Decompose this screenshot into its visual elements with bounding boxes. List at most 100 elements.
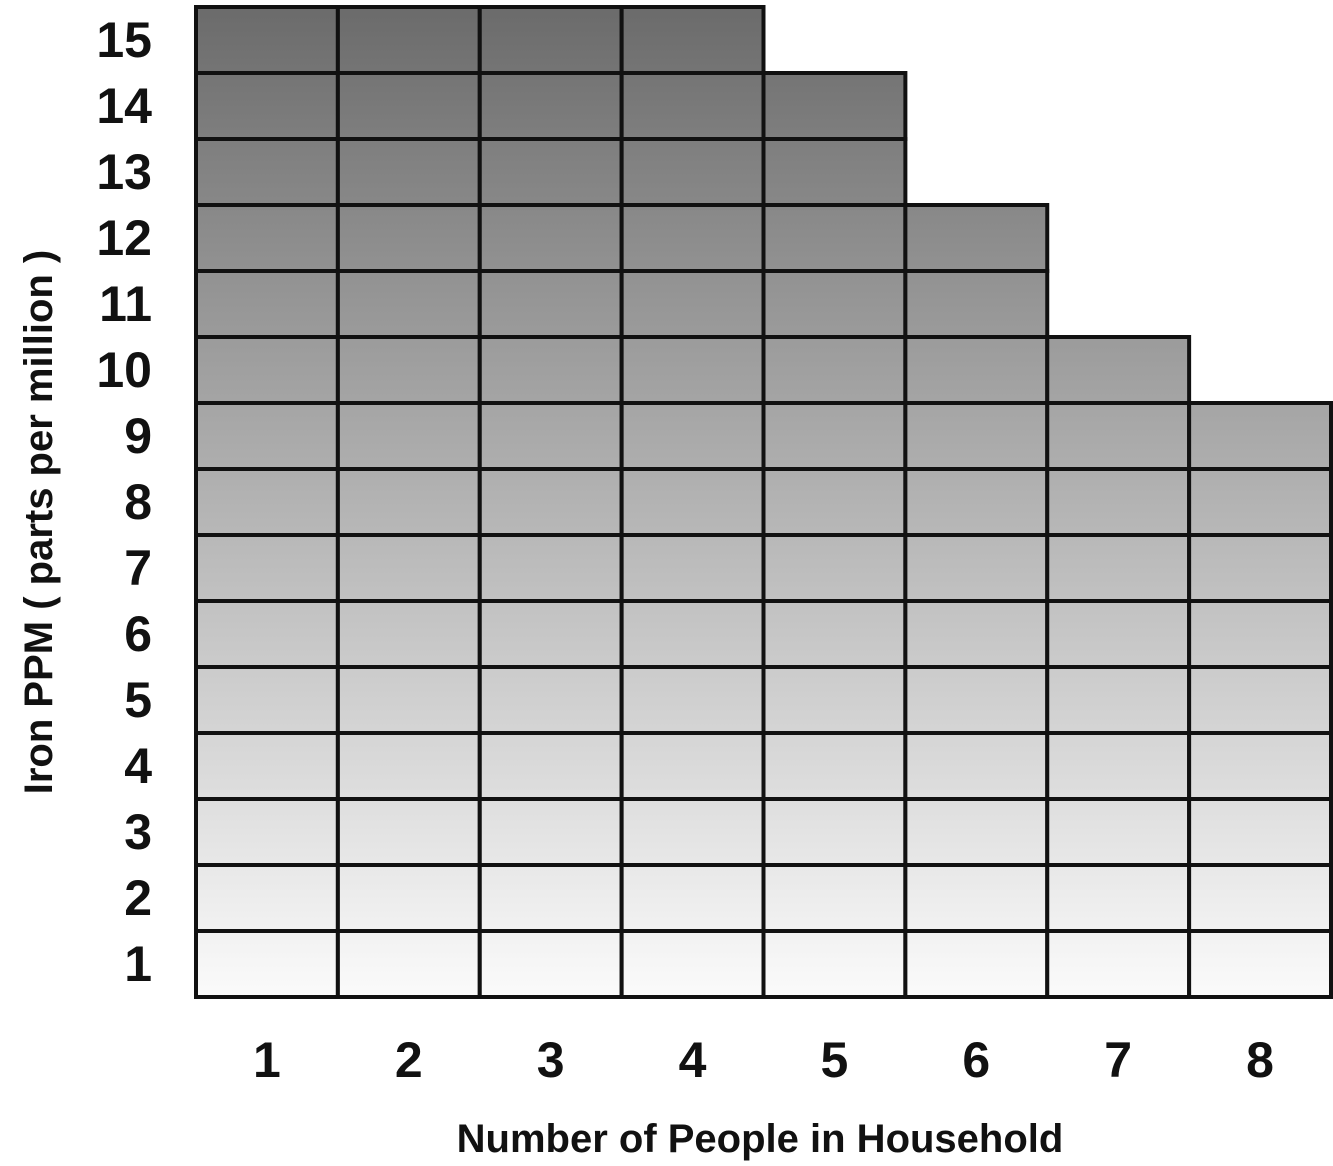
x-tick-label: 2 [395,1032,423,1088]
cell-people-2-ppm-12 [335,203,482,273]
cell-people-8-ppm-2 [1187,863,1333,933]
cell-people-5-ppm-11 [761,269,908,339]
cell-people-7-ppm-1 [1045,929,1192,999]
x-tick-label: 1 [253,1032,281,1088]
cell-people-4-ppm-1 [619,929,766,999]
cell-people-8-ppm-6 [1187,599,1333,669]
x-axis-title: Number of People in Household [457,1117,1064,1161]
cell-people-6-ppm-5 [903,665,1050,735]
cell-people-4-ppm-2 [619,863,766,933]
cell-people-3-ppm-12 [477,203,624,273]
cell-people-6-ppm-12 [903,203,1050,273]
cell-people-4-ppm-7 [619,533,766,603]
cell-people-6-ppm-9 [903,401,1050,471]
cell-people-1-ppm-7 [194,533,340,603]
cell-people-5-ppm-8 [761,467,908,537]
cell-people-4-ppm-3 [619,797,766,867]
x-tick-label: 3 [537,1032,565,1088]
cell-people-1-ppm-12 [194,203,340,273]
cell-people-6-ppm-3 [903,797,1050,867]
cell-people-1-ppm-9 [194,401,340,471]
cell-people-6-ppm-4 [903,731,1050,801]
cell-people-2-ppm-5 [335,665,482,735]
cell-people-1-ppm-11 [194,269,340,339]
y-tick-label: 14 [96,78,152,134]
cell-people-1-ppm-5 [194,665,340,735]
cell-people-3-ppm-13 [477,137,624,207]
cell-people-4-ppm-5 [619,665,766,735]
x-tick-labels: 1 2 3 4 5 6 7 8 [253,1032,1274,1088]
cell-people-8-ppm-7 [1187,533,1333,603]
y-tick-label: 12 [96,210,152,266]
y-tick-label: 9 [124,408,152,464]
cell-people-1-ppm-13 [194,137,340,207]
y-tick-label: 2 [124,870,152,926]
cell-people-1-ppm-3 [194,797,340,867]
cell-people-3-ppm-5 [477,665,624,735]
cell-people-1-ppm-4 [194,731,340,801]
cell-people-4-ppm-8 [619,467,766,537]
cell-people-7-ppm-9 [1045,401,1192,471]
cell-people-3-ppm-1 [477,929,624,999]
cell-people-5-ppm-13 [761,137,908,207]
cell-people-8-ppm-3 [1187,797,1333,867]
cell-people-5-ppm-1 [761,929,908,999]
cell-people-2-ppm-11 [335,269,482,339]
y-tick-label: 1 [124,936,152,992]
cell-people-7-ppm-3 [1045,797,1192,867]
cell-people-5-ppm-9 [761,401,908,471]
cell-people-7-ppm-7 [1045,533,1192,603]
cell-people-5-ppm-12 [761,203,908,273]
cells-layer [194,5,1333,999]
y-tick-label: 15 [96,12,152,68]
cell-people-5-ppm-10 [761,335,908,405]
cell-people-2-ppm-10 [335,335,482,405]
cell-people-5-ppm-3 [761,797,908,867]
cell-people-1-ppm-14 [194,71,340,141]
cell-people-1-ppm-1 [194,929,340,999]
y-tick-label: 13 [96,144,152,200]
cell-people-3-ppm-15 [477,5,624,75]
cell-people-4-ppm-10 [619,335,766,405]
cell-people-3-ppm-14 [477,71,624,141]
cell-people-2-ppm-1 [335,929,482,999]
y-tick-label: 8 [124,474,152,530]
cell-people-5-ppm-2 [761,863,908,933]
cell-people-6-ppm-10 [903,335,1050,405]
cell-people-2-ppm-13 [335,137,482,207]
cell-people-2-ppm-2 [335,863,482,933]
cell-people-2-ppm-8 [335,467,482,537]
cell-people-2-ppm-6 [335,599,482,669]
cell-people-6-ppm-2 [903,863,1050,933]
cell-people-6-ppm-8 [903,467,1050,537]
cell-people-8-ppm-9 [1187,401,1333,471]
x-tick-label: 6 [962,1032,990,1088]
cell-people-3-ppm-2 [477,863,624,933]
cell-people-7-ppm-5 [1045,665,1192,735]
y-tick-label: 5 [124,672,152,728]
x-tick-label: 4 [679,1032,707,1088]
x-tick-label: 5 [821,1032,849,1088]
cell-people-2-ppm-3 [335,797,482,867]
cell-people-4-ppm-15 [619,5,766,75]
cell-people-4-ppm-6 [619,599,766,669]
cell-people-4-ppm-14 [619,71,766,141]
y-tick-label: 11 [99,276,152,332]
cell-people-2-ppm-14 [335,71,482,141]
y-tick-label: 7 [124,540,152,596]
cell-people-5-ppm-4 [761,731,908,801]
cell-people-2-ppm-15 [335,5,482,75]
cell-people-8-ppm-1 [1187,929,1333,999]
cell-people-6-ppm-1 [903,929,1050,999]
cell-people-3-ppm-6 [477,599,624,669]
cell-people-2-ppm-4 [335,731,482,801]
cell-people-3-ppm-10 [477,335,624,405]
y-tick-label: 6 [124,606,152,662]
cell-people-3-ppm-8 [477,467,624,537]
cell-people-4-ppm-4 [619,731,766,801]
cell-people-1-ppm-8 [194,467,340,537]
cell-people-5-ppm-6 [761,599,908,669]
cell-people-5-ppm-7 [761,533,908,603]
